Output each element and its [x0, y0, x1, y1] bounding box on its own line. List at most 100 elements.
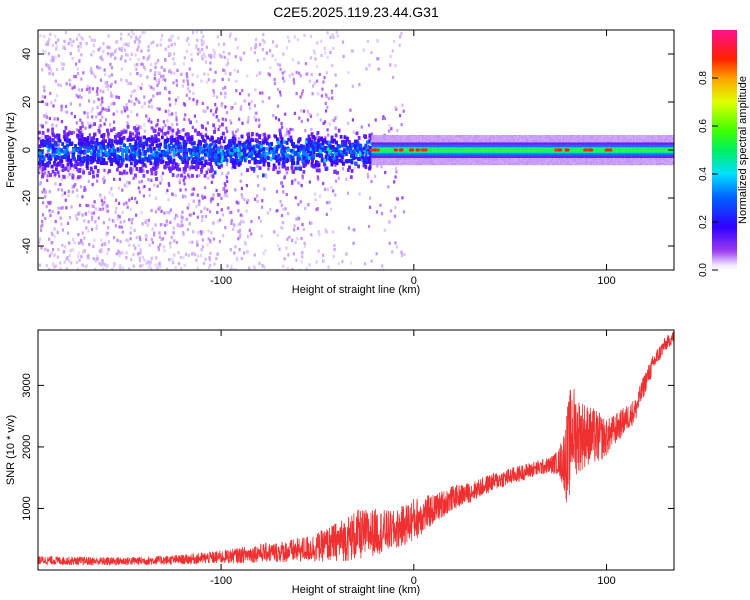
- spectrogram-cell: [208, 54, 211, 58]
- spectrogram-cell: [323, 165, 326, 169]
- spectrogram-cell: [247, 93, 250, 97]
- spectrogram-cell: [55, 45, 58, 49]
- spectrogram-cell: [243, 99, 246, 103]
- spectrogram-cell: [300, 260, 303, 264]
- spectrogram-cell: [255, 111, 258, 115]
- spectrogram-cell: [151, 240, 154, 245]
- spectrogram-cell: [93, 38, 96, 42]
- spectrogram-cell: [114, 49, 117, 54]
- spectrogram-cell: [230, 221, 233, 225]
- spectrogram-cell: [55, 93, 59, 97]
- spectrogram-cell: [141, 82, 144, 86]
- spectrogram-cell: [130, 196, 133, 200]
- spectrogram-cell: [91, 107, 94, 111]
- spectrogram-cell: [141, 255, 144, 259]
- spectrogram-cell: [65, 257, 68, 261]
- spectrogram-cell: [250, 232, 253, 236]
- spectrogram-cell: [278, 166, 281, 170]
- spectrogram-cell: [128, 267, 131, 270]
- spectrogram-cell: [75, 261, 79, 265]
- spectrogram-cell: [288, 74, 291, 78]
- spectrogram-cell: [316, 41, 319, 45]
- spectrogram-cell: [86, 121, 89, 125]
- spectrogram-cell: [388, 220, 391, 224]
- spectrogram-cell: [345, 252, 348, 256]
- spectrogram-cell: [115, 252, 118, 256]
- spectrogram-cell: [116, 238, 119, 242]
- spectrogram-cell: [69, 83, 72, 87]
- spectrogram-cell: [234, 268, 237, 270]
- spectrogram-cell: [93, 238, 96, 242]
- spectrogram-cell: [322, 80, 325, 84]
- spectrogram-cell: [90, 110, 93, 114]
- spectrogram-cell: [234, 101, 237, 106]
- spectrogram-cell: [101, 203, 104, 207]
- spectrogram-cell: [286, 129, 289, 134]
- spectrogram-cell: [147, 48, 150, 52]
- spectrogram-cell: [222, 86, 225, 91]
- spectrogram-cell: [267, 167, 270, 171]
- spectrogram-cell: [46, 174, 49, 178]
- spectrogram-cell: [253, 265, 256, 269]
- spectrogram-cell: [207, 176, 210, 180]
- spectrogram-cell: [169, 208, 172, 212]
- spectrogram-cell: [87, 99, 91, 103]
- spectrogram-cell: [169, 128, 172, 132]
- spectrogram-cell: [147, 178, 150, 182]
- spectrogram-cell: [247, 234, 250, 239]
- spectrogram-cell: [174, 111, 177, 115]
- spectrogram-cell: [60, 105, 63, 109]
- spectrogram-cell: [126, 205, 129, 209]
- spectrogram-cell: [60, 222, 63, 226]
- spectrogram-cell: [75, 128, 78, 132]
- spectrogram-cell: [237, 201, 240, 205]
- spectrogram-cell: [173, 253, 176, 257]
- spectrogram-cell: [188, 213, 191, 217]
- spectrogram-cell: [135, 97, 138, 101]
- spectrogram-cell: [197, 47, 200, 51]
- spectrogram-cell: [142, 194, 145, 198]
- spectrogram-cell: [73, 168, 76, 172]
- spectrogram-cell: [368, 205, 372, 209]
- spectrogram-cell: [277, 243, 280, 248]
- spectrogram-cell: [255, 38, 258, 42]
- spectrogram-cell: [97, 112, 100, 116]
- spectrogram-cell: [123, 48, 127, 52]
- spectrogram-cell: [92, 43, 95, 47]
- spectrogram-cell: [81, 121, 84, 125]
- spectrogram-cell: [317, 230, 320, 234]
- spectrogram-cell: [207, 78, 210, 82]
- spectrogram-cell: [169, 245, 172, 249]
- spectrogram-cell: [292, 78, 295, 82]
- spectrogram-cell: [312, 84, 315, 88]
- spectrogram-cell: [49, 58, 53, 63]
- spectrogram-cell: [225, 175, 228, 179]
- spectrogram-cell: [39, 34, 42, 38]
- spectrogram-cell: [140, 62, 143, 66]
- spectrogram-cell: [96, 254, 99, 258]
- spectrogram-cell: [159, 223, 162, 227]
- spectrogram-cell: [59, 261, 62, 265]
- spectrogram-cell: [151, 126, 154, 130]
- spectrogram-cell: [126, 53, 129, 57]
- spectrogram-cell: [100, 248, 103, 252]
- spectrogram-cell: [141, 105, 144, 109]
- spectrogram-cell: [143, 258, 146, 262]
- spectrogram-cell: [286, 46, 289, 50]
- spectrogram-cell: [38, 137, 41, 141]
- spectrogram-cell: [291, 58, 294, 62]
- spectrogram-cell: [342, 54, 345, 58]
- spectrogram-cell: [326, 201, 329, 205]
- spectrogram-cell: [293, 224, 296, 228]
- spectrogram-cell: [64, 198, 67, 202]
- spectrogram-cell: [57, 83, 60, 87]
- spectrogram-cell: [78, 94, 81, 98]
- spectrogram-cell: [129, 81, 132, 86]
- spectrogram-cell: [107, 209, 110, 213]
- spectrogram-cell: [200, 30, 203, 34]
- spectrogram-cell: [126, 121, 129, 125]
- spectrogram-cell: [200, 79, 203, 83]
- spectrogram-cell: [41, 135, 44, 139]
- spectrogram-cell: [44, 171, 47, 175]
- spectrogram-cell: [106, 251, 109, 255]
